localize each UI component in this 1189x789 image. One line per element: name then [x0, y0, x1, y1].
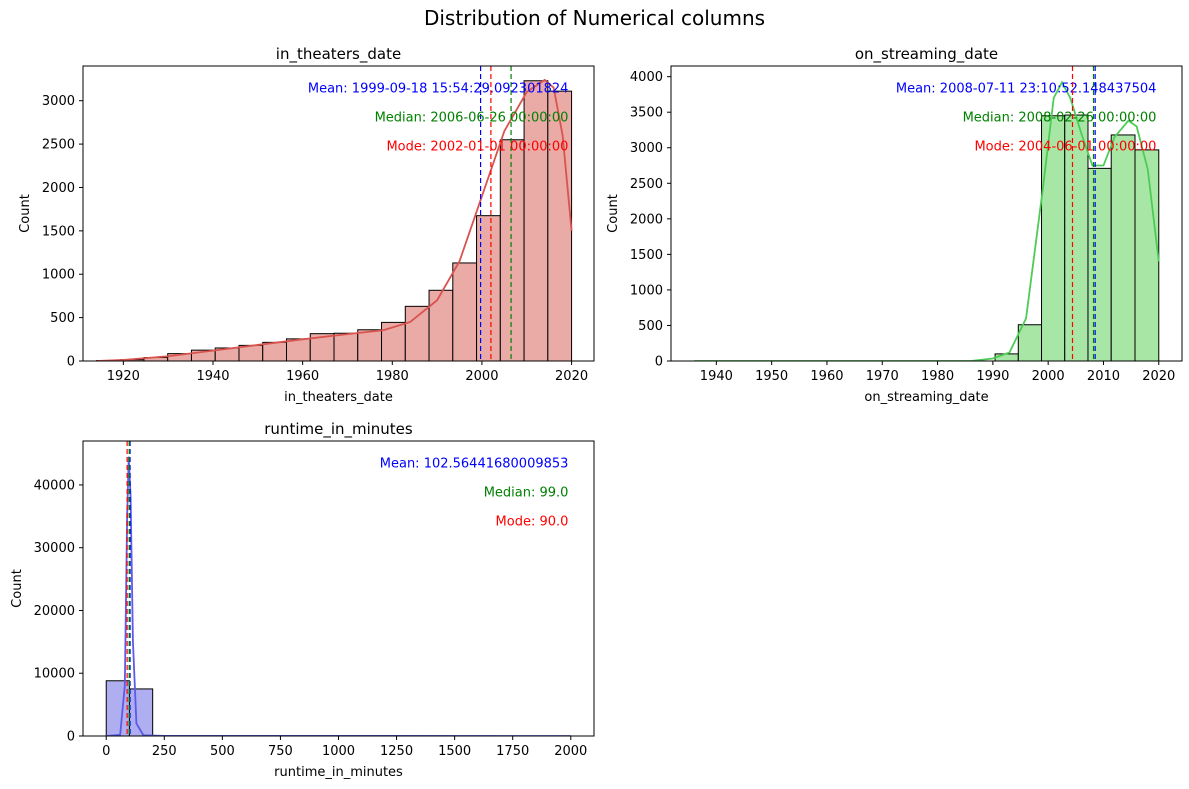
y-tick-label: 40000	[34, 478, 75, 493]
y-tick-label: 1500	[630, 248, 663, 263]
histogram-bar	[499, 139, 525, 361]
mode-label: Mode: 2004-06-01 00:00:00	[974, 140, 1156, 155]
y-tick-label: 500	[638, 319, 663, 334]
histogram-bar	[994, 353, 1019, 361]
median-label: Median: 2008-02-26 00:00:00	[963, 111, 1157, 126]
histogram-bar	[452, 262, 478, 361]
histogram-bar	[333, 332, 359, 361]
histogram-bar	[1017, 324, 1043, 361]
figure-title: Distribution of Numerical columns	[424, 6, 765, 30]
histogram-bar	[1110, 134, 1136, 361]
y-tick-label: 0	[655, 355, 663, 370]
median-label: Median: 2006-06-26 00:00:00	[375, 111, 569, 126]
x-tick-label: 500	[210, 744, 235, 759]
subplot-title: in_theaters_date	[276, 45, 401, 64]
y-tick-label: 3500	[630, 106, 663, 121]
x-tick-label: 1250	[380, 744, 413, 759]
y-tick-label: 0	[67, 355, 75, 370]
x-tick-label: 1950	[755, 369, 788, 384]
y-tick-label: 20000	[34, 604, 75, 619]
kde-line	[694, 80, 1160, 361]
histogram-bar	[547, 90, 573, 361]
x-tick-label: 1960	[810, 369, 843, 384]
x-tick-label: 2000	[1032, 369, 1065, 384]
histogram-bar	[1087, 167, 1112, 361]
x-tick-label: 1940	[700, 369, 733, 384]
y-tick-label: 1500	[42, 224, 75, 239]
y-tick-label: 1000	[630, 283, 663, 298]
x-tick-label: 2000	[554, 744, 587, 759]
subplot-runtime_in_minutes: Mean: 102.56441680009853 Median: 99.0 Mode…	[10, 420, 595, 780]
x-tick-label: 2010	[1087, 369, 1120, 384]
x-axis-label: on_streaming_date	[864, 390, 988, 405]
x-axis-label: in_theaters_date	[284, 390, 393, 405]
y-tick-label: 2000	[42, 181, 75, 196]
x-tick-label: 1000	[322, 744, 355, 759]
y-tick-label: 500	[50, 311, 75, 326]
y-tick-label: 2500	[42, 138, 75, 153]
x-tick-label: 250	[152, 744, 177, 759]
x-axis-label: runtime_in_minutes	[274, 765, 403, 780]
y-tick-label: 1000	[42, 268, 75, 283]
x-tick-label: 1970	[866, 369, 899, 384]
y-tick-label: 30000	[34, 541, 75, 556]
axes-frame	[670, 65, 1183, 362]
subplots-container: Mean: 1999-09-18 15:54:29.092301824 Media…	[10, 45, 1183, 780]
y-tick-label: 2000	[630, 212, 663, 227]
y-axis-label: Count	[10, 569, 25, 608]
subplot-in_theaters_date: Mean: 1999-09-18 15:54:29.092301824 Media…	[18, 45, 595, 405]
mean-label: Mean: 102.56441680009853	[380, 457, 569, 472]
subplot-on_streaming_date: Mean: 2008-07-11 23:10:52.148437504 Media…	[606, 45, 1183, 405]
x-tick-label: 2020	[1142, 369, 1175, 384]
histogram-bar	[428, 289, 454, 361]
x-tick-label: 1500	[438, 744, 471, 759]
x-tick-label: 1990	[976, 369, 1009, 384]
mean-label: Mean: 1999-09-18 15:54:29.092301824	[308, 82, 569, 97]
x-tick-label: 2000	[465, 369, 498, 384]
subplot-title: on_streaming_date	[855, 45, 998, 64]
histogram-bar	[381, 321, 406, 361]
kde-line	[96, 78, 573, 361]
x-tick-label: 1960	[286, 369, 319, 384]
x-tick-label: 1980	[921, 369, 954, 384]
y-tick-label: 2500	[630, 177, 663, 192]
y-tick-label: 0	[67, 730, 75, 745]
median-label: Median: 99.0	[484, 486, 569, 501]
y-tick-label: 3000	[630, 141, 663, 156]
axes-frame	[82, 65, 595, 362]
histogram-bar	[105, 680, 130, 736]
bars	[95, 80, 573, 361]
mode-label: Mode: 90.0	[496, 515, 569, 530]
x-tick-label: 1980	[376, 369, 409, 384]
y-axis-label: Count	[18, 194, 33, 233]
histogram-bar	[404, 305, 430, 361]
y-tick-label: 4000	[630, 70, 663, 85]
mode-label: Mode: 2002-01-01 00:00:00	[386, 140, 568, 155]
histogram-bar	[357, 329, 383, 361]
subplot-title: runtime_in_minutes	[264, 420, 413, 439]
x-tick-label: 750	[268, 744, 293, 759]
x-tick-label: 1920	[107, 369, 140, 384]
y-tick-label: 10000	[34, 667, 75, 682]
histogram-bar	[1134, 149, 1160, 361]
bars	[994, 114, 1160, 361]
histogram-bar	[286, 338, 311, 361]
histogram-bar	[128, 688, 154, 736]
mean-label: Mean: 2008-07-11 23:10:52.148437504	[896, 82, 1157, 97]
x-tick-label: 1940	[196, 369, 229, 384]
y-axis-label: Count	[606, 194, 621, 233]
x-tick-label: 0	[102, 744, 110, 759]
y-tick-label: 3000	[42, 94, 75, 109]
histogram-bar	[262, 341, 288, 361]
x-tick-label: 1750	[496, 744, 529, 759]
x-tick-label: 2020	[555, 369, 588, 384]
